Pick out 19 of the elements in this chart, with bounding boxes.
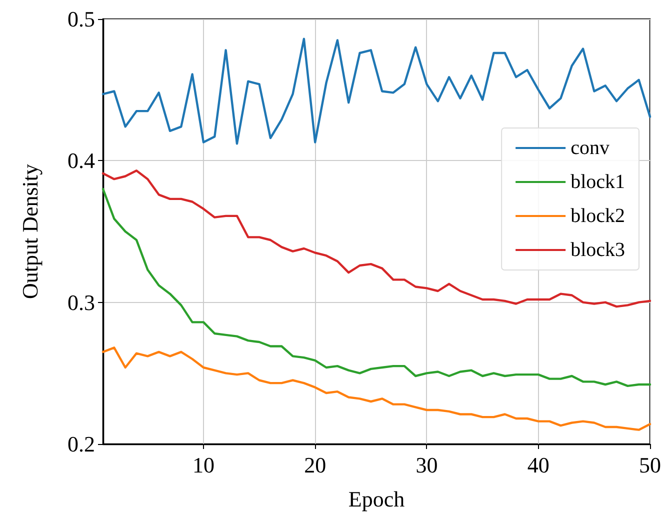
x-tick-label: 10 (192, 452, 214, 478)
legend-label: block2 (570, 205, 626, 227)
x-tick-label: 40 (527, 452, 550, 478)
line-series (102, 169, 652, 308)
legend-label: block1 (570, 171, 626, 193)
legend-label: conv (570, 137, 610, 159)
x-tick-label: 30 (416, 452, 438, 478)
line-series (102, 188, 652, 388)
y-tick-label: 0.3 (68, 290, 95, 315)
x-tick-label: 50 (639, 452, 661, 478)
x-axis-title: Epoch (348, 486, 405, 512)
y-tick-label: 0.4 (68, 148, 95, 174)
y-axis-title: Output Density (18, 164, 42, 300)
y-tick-label: 0.5 (68, 6, 95, 32)
line-series (102, 346, 652, 431)
x-tick-label: 20 (304, 452, 326, 478)
legend-label: block3 (570, 239, 626, 261)
line-series (102, 38, 652, 145)
y-tick-label: 0.2 (68, 432, 95, 456)
